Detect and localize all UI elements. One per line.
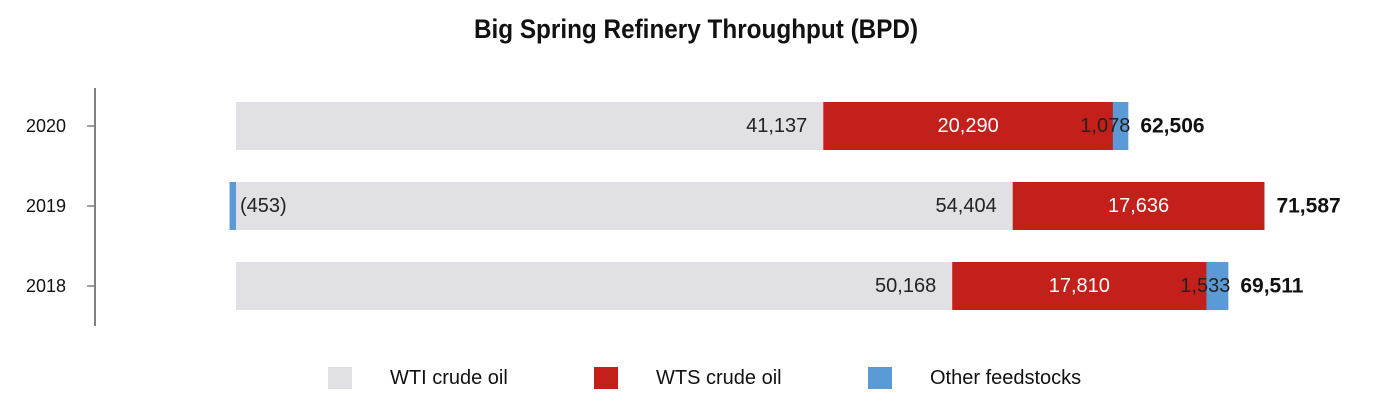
bar-segment [952, 262, 1207, 310]
category-label: 2020 [26, 116, 66, 136]
legend-label: WTS crude oil [656, 367, 782, 389]
legend-swatch [328, 367, 352, 389]
bar-segment [1112, 102, 1129, 150]
legend-label: Other feedstocks [930, 367, 1081, 389]
total-label: 62,506 [1140, 115, 1204, 138]
data-label: 1,533 [1180, 275, 1230, 297]
legend-label: WTI crude oil [390, 367, 508, 389]
bar-segment [236, 102, 824, 150]
legend-swatch [868, 367, 892, 389]
legend-swatch [594, 367, 618, 389]
total-label: 71,587 [1276, 195, 1340, 218]
data-label: (453) [240, 195, 287, 217]
bar-segment [229, 182, 236, 230]
bar-segment [1206, 262, 1229, 310]
bar-segment [823, 102, 1113, 150]
bar-segment [1012, 182, 1265, 230]
bar-segment [236, 182, 1013, 230]
bar-segment [236, 262, 953, 310]
category-label: 2019 [26, 196, 66, 216]
total-label: 69,511 [1240, 275, 1303, 298]
data-label: 20,290 [938, 115, 999, 137]
chart-title: Big Spring Refinery Throughput (BPD) [473, 14, 919, 44]
category-label: 2018 [26, 276, 66, 296]
data-label: 1,078 [1080, 115, 1130, 137]
data-label: 54,404 [936, 195, 997, 217]
data-label: 50,168 [875, 275, 936, 297]
data-label: 41,137 [746, 115, 807, 137]
data-label: 17,636 [1108, 195, 1169, 217]
data-label: 17,810 [1049, 275, 1110, 297]
